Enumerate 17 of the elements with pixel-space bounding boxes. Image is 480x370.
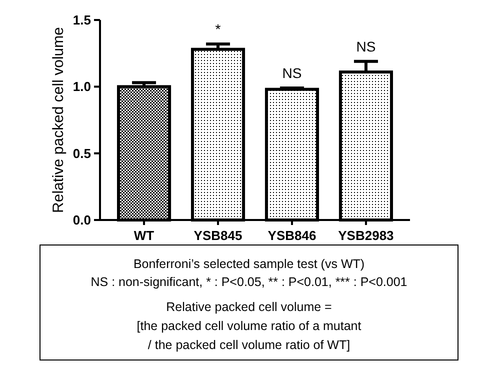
y-axis-title: Relative packed cell volume [50,27,67,213]
y-tick-label: 0.0 [72,212,91,228]
annotation: NS [282,65,302,81]
text: Relative packed cell volume = [166,300,332,314]
x-tick-label: YSB2983 [338,228,394,243]
x-tick-label: WT [134,228,154,243]
text: Bonferroni’s selected sample test (vs WT) [133,257,365,271]
y-tick-label: 0.5 [72,146,91,161]
annotation: * [215,21,222,37]
x-tick-label: YSB846 [268,228,316,243]
text: / the packed cell volume ratio of WT] [148,338,350,352]
x-tick-label: YSB845 [194,228,242,243]
text: NS : non-significant, * : P<0.05, ** : P<0.01, *** : P<0.001 [90,275,408,289]
annotation: NS [356,38,376,54]
y-tick-label: 1.0 [72,79,91,94]
y-tick-label: 1.5 [72,12,91,28]
text: [the packed cell volume ratio of a mutant [136,319,362,333]
